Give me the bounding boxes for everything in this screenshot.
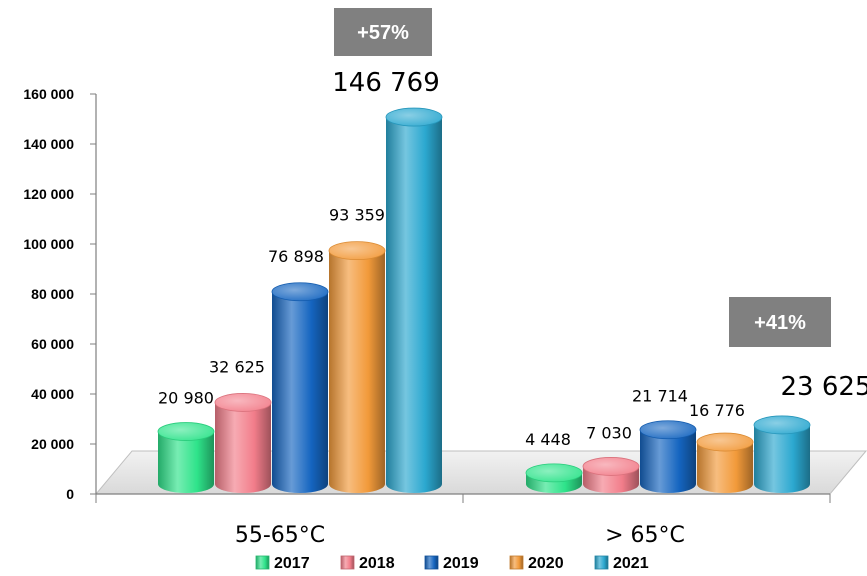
bar-top bbox=[753, 415, 811, 435]
annotations: +57% +41% bbox=[334, 8, 831, 347]
legend: 2017 2018 2019 2020 2021 bbox=[255, 555, 649, 572]
y-tick-label: 160 000 bbox=[23, 86, 74, 102]
bar-body bbox=[386, 117, 442, 493]
data-label: 20 980 bbox=[158, 389, 214, 408]
bar-body bbox=[329, 250, 385, 493]
legend-swatch bbox=[424, 555, 439, 570]
legend-item-2020: 2020 bbox=[509, 555, 564, 572]
bar-2020-cat1 bbox=[328, 241, 386, 493]
bar-body bbox=[215, 402, 271, 493]
bar-body bbox=[640, 429, 696, 493]
y-tick-label: 80 000 bbox=[31, 286, 74, 302]
legend-swatch bbox=[509, 555, 524, 570]
legend-label: 2018 bbox=[359, 555, 395, 572]
legend-label: 2017 bbox=[274, 555, 310, 572]
bar-2017-cat2 bbox=[525, 463, 583, 493]
y-tick-label: 60 000 bbox=[31, 336, 74, 352]
legend-label: 2019 bbox=[443, 555, 479, 572]
bar-2019-cat2 bbox=[639, 420, 697, 493]
bar-body bbox=[158, 431, 214, 493]
y-tick-label: 120 000 bbox=[23, 186, 74, 202]
data-label: 146 769 bbox=[332, 68, 440, 98]
data-label: 16 776 bbox=[689, 401, 745, 420]
bar-top bbox=[582, 457, 640, 476]
data-label: 21 714 bbox=[632, 387, 688, 406]
bar-top bbox=[639, 420, 697, 440]
data-label: 93 359 bbox=[329, 206, 385, 225]
bar-2019-cat1 bbox=[271, 282, 329, 493]
bar-2018-cat1 bbox=[214, 393, 272, 493]
bar-top bbox=[157, 422, 215, 441]
legend-swatch bbox=[255, 555, 270, 570]
badge-text: +41% bbox=[754, 312, 806, 334]
category-labels: 55-65°C > 65°C bbox=[235, 523, 685, 548]
data-label: 7 030 bbox=[586, 423, 632, 442]
growth-badge: +41% bbox=[729, 297, 831, 347]
badge-background bbox=[334, 8, 432, 56]
y-axis: 0 20 000 40 000 60 000 80 000 100 000 120 000 1… bbox=[23, 86, 97, 502]
bar-2021-cat1 bbox=[385, 107, 443, 493]
bar-top bbox=[696, 432, 754, 452]
data-label: 4 448 bbox=[525, 430, 571, 449]
y-tick-label: 40 000 bbox=[31, 386, 74, 402]
growth-badge: +57% bbox=[334, 8, 432, 56]
legend-item-2017: 2017 bbox=[255, 555, 310, 572]
badge-background bbox=[729, 297, 831, 347]
bars bbox=[157, 107, 811, 493]
bar-2017-cat1 bbox=[157, 422, 215, 493]
bar-2021-cat2 bbox=[753, 415, 811, 493]
bar-top bbox=[525, 463, 583, 483]
bar-2020-cat2 bbox=[696, 432, 754, 493]
bar-body bbox=[754, 424, 810, 493]
badge-text: +57% bbox=[357, 22, 409, 44]
y-tick-label: 140 000 bbox=[23, 136, 74, 152]
category-label: 55-65°C bbox=[235, 523, 325, 548]
data-label: 32 625 bbox=[209, 357, 265, 376]
bar-body bbox=[697, 442, 753, 493]
bar-top bbox=[328, 241, 386, 261]
bar-top bbox=[214, 393, 272, 412]
bar-top bbox=[385, 107, 443, 127]
y-tick-label: 20 000 bbox=[31, 436, 74, 452]
category-label: > 65°C bbox=[605, 523, 685, 548]
bar-2018-cat2 bbox=[582, 457, 640, 493]
legend-item-2021: 2021 bbox=[594, 555, 649, 572]
y-tick-label: 0 bbox=[66, 486, 74, 502]
legend-swatch bbox=[340, 555, 355, 570]
legend-label: 2020 bbox=[528, 555, 564, 572]
bar-top bbox=[271, 282, 329, 302]
legend-swatch bbox=[594, 555, 609, 570]
legend-item-2018: 2018 bbox=[340, 555, 395, 572]
y-tick-label: 100 000 bbox=[23, 236, 74, 252]
data-label: 23 625 bbox=[781, 372, 867, 402]
legend-item-2019: 2019 bbox=[424, 555, 479, 572]
bar-body bbox=[272, 291, 328, 493]
data-label: 76 898 bbox=[268, 247, 324, 266]
data-labels: 20 980 32 625 76 898 93 359 146 769 4 448 7 03… bbox=[158, 68, 867, 449]
legend-label: 2021 bbox=[613, 555, 649, 572]
